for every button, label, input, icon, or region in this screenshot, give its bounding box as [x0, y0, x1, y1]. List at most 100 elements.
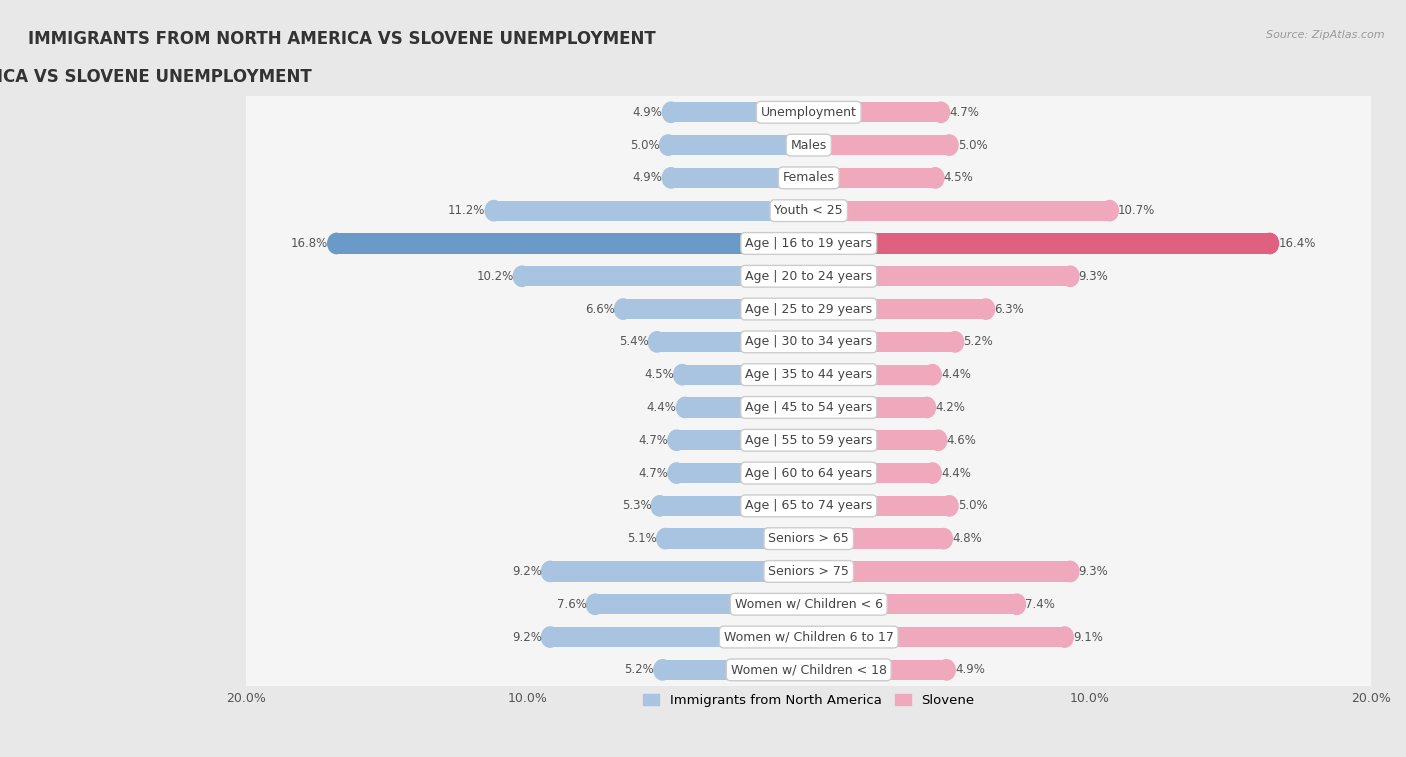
Bar — [808, 496, 949, 516]
Text: 9.1%: 9.1% — [1073, 631, 1102, 643]
Text: 5.1%: 5.1% — [627, 532, 657, 545]
Text: Source: ZipAtlas.com: Source: ZipAtlas.com — [1267, 30, 1385, 40]
Text: 5.2%: 5.2% — [963, 335, 993, 348]
Circle shape — [924, 365, 941, 385]
Text: Age | 30 to 34 years: Age | 30 to 34 years — [745, 335, 872, 348]
Text: 4.4%: 4.4% — [647, 401, 676, 414]
Bar — [808, 102, 941, 123]
FancyBboxPatch shape — [246, 293, 1371, 326]
Circle shape — [654, 659, 671, 680]
Circle shape — [648, 332, 665, 352]
Text: Women w/ Children < 6: Women w/ Children < 6 — [735, 598, 883, 611]
Bar — [808, 266, 1070, 286]
Bar — [808, 430, 938, 450]
Text: 16.8%: 16.8% — [291, 237, 328, 250]
Text: Women w/ Children < 18: Women w/ Children < 18 — [731, 663, 887, 676]
Text: 9.3%: 9.3% — [1078, 269, 1108, 283]
Bar — [808, 397, 927, 418]
Circle shape — [657, 528, 673, 549]
Circle shape — [513, 266, 530, 286]
Bar — [671, 102, 808, 123]
Bar — [808, 561, 1070, 581]
Text: 4.9%: 4.9% — [633, 106, 662, 119]
Circle shape — [977, 299, 994, 319]
Text: Females: Females — [783, 171, 835, 185]
Text: 11.2%: 11.2% — [449, 204, 485, 217]
Text: Women w/ Children 6 to 17: Women w/ Children 6 to 17 — [724, 631, 894, 643]
Circle shape — [946, 332, 963, 352]
Text: Youth < 25: Youth < 25 — [775, 204, 844, 217]
Circle shape — [1062, 561, 1078, 581]
Bar — [665, 528, 808, 549]
Circle shape — [614, 299, 631, 319]
FancyBboxPatch shape — [246, 260, 1371, 293]
Circle shape — [673, 365, 690, 385]
Bar — [494, 201, 808, 221]
FancyBboxPatch shape — [246, 522, 1371, 555]
Circle shape — [662, 102, 679, 123]
Text: IMMIGRANTS FROM NORTH AMERICA VS SLOVENE UNEMPLOYMENT: IMMIGRANTS FROM NORTH AMERICA VS SLOVENE… — [28, 30, 655, 48]
Text: Age | 25 to 29 years: Age | 25 to 29 years — [745, 303, 872, 316]
Text: 4.9%: 4.9% — [633, 171, 662, 185]
FancyBboxPatch shape — [246, 227, 1371, 260]
Circle shape — [941, 135, 957, 155]
Bar — [657, 332, 808, 352]
Bar — [808, 463, 932, 483]
Text: 4.4%: 4.4% — [941, 368, 970, 382]
Bar — [808, 528, 943, 549]
Bar — [808, 365, 932, 385]
Bar — [808, 594, 1017, 615]
Text: 10.7%: 10.7% — [1118, 204, 1156, 217]
Text: Unemployment: Unemployment — [761, 106, 856, 119]
Bar — [662, 659, 808, 680]
Text: Seniors > 65: Seniors > 65 — [769, 532, 849, 545]
Bar — [808, 233, 1270, 254]
Bar — [668, 135, 808, 155]
Bar — [659, 496, 808, 516]
Text: 5.0%: 5.0% — [630, 139, 659, 151]
Text: 4.2%: 4.2% — [935, 401, 965, 414]
Bar — [550, 627, 808, 647]
Circle shape — [485, 201, 502, 221]
Text: 4.5%: 4.5% — [943, 171, 973, 185]
FancyBboxPatch shape — [246, 424, 1371, 456]
Bar — [808, 201, 1109, 221]
Circle shape — [541, 627, 558, 647]
Text: 6.6%: 6.6% — [585, 303, 614, 316]
Bar — [808, 627, 1064, 647]
Bar — [595, 594, 808, 615]
FancyBboxPatch shape — [246, 621, 1371, 653]
Circle shape — [1261, 233, 1278, 254]
Text: 4.7%: 4.7% — [949, 106, 979, 119]
FancyBboxPatch shape — [246, 490, 1371, 522]
Bar — [808, 659, 946, 680]
Bar — [808, 135, 949, 155]
Bar — [550, 561, 808, 581]
Circle shape — [651, 496, 668, 516]
FancyBboxPatch shape — [246, 326, 1371, 358]
Bar — [623, 299, 808, 319]
FancyBboxPatch shape — [246, 195, 1371, 227]
Text: 6.3%: 6.3% — [994, 303, 1024, 316]
Circle shape — [586, 594, 603, 615]
Text: Age | 20 to 24 years: Age | 20 to 24 years — [745, 269, 872, 283]
Bar — [808, 299, 986, 319]
Text: 4.7%: 4.7% — [638, 434, 668, 447]
Text: 5.0%: 5.0% — [957, 139, 987, 151]
Text: 4.6%: 4.6% — [946, 434, 976, 447]
FancyBboxPatch shape — [246, 358, 1371, 391]
Circle shape — [929, 430, 946, 450]
Text: 5.0%: 5.0% — [957, 500, 987, 512]
Text: 4.5%: 4.5% — [644, 368, 673, 382]
Circle shape — [941, 496, 957, 516]
Text: Age | 55 to 59 years: Age | 55 to 59 years — [745, 434, 873, 447]
FancyBboxPatch shape — [246, 96, 1371, 129]
Text: 9.3%: 9.3% — [1078, 565, 1108, 578]
Text: Age | 65 to 74 years: Age | 65 to 74 years — [745, 500, 872, 512]
Circle shape — [1056, 627, 1073, 647]
Bar — [676, 463, 808, 483]
Text: Males: Males — [790, 139, 827, 151]
Legend: Immigrants from North America, Slovene: Immigrants from North America, Slovene — [638, 689, 980, 712]
Circle shape — [927, 168, 943, 188]
FancyBboxPatch shape — [246, 161, 1371, 195]
